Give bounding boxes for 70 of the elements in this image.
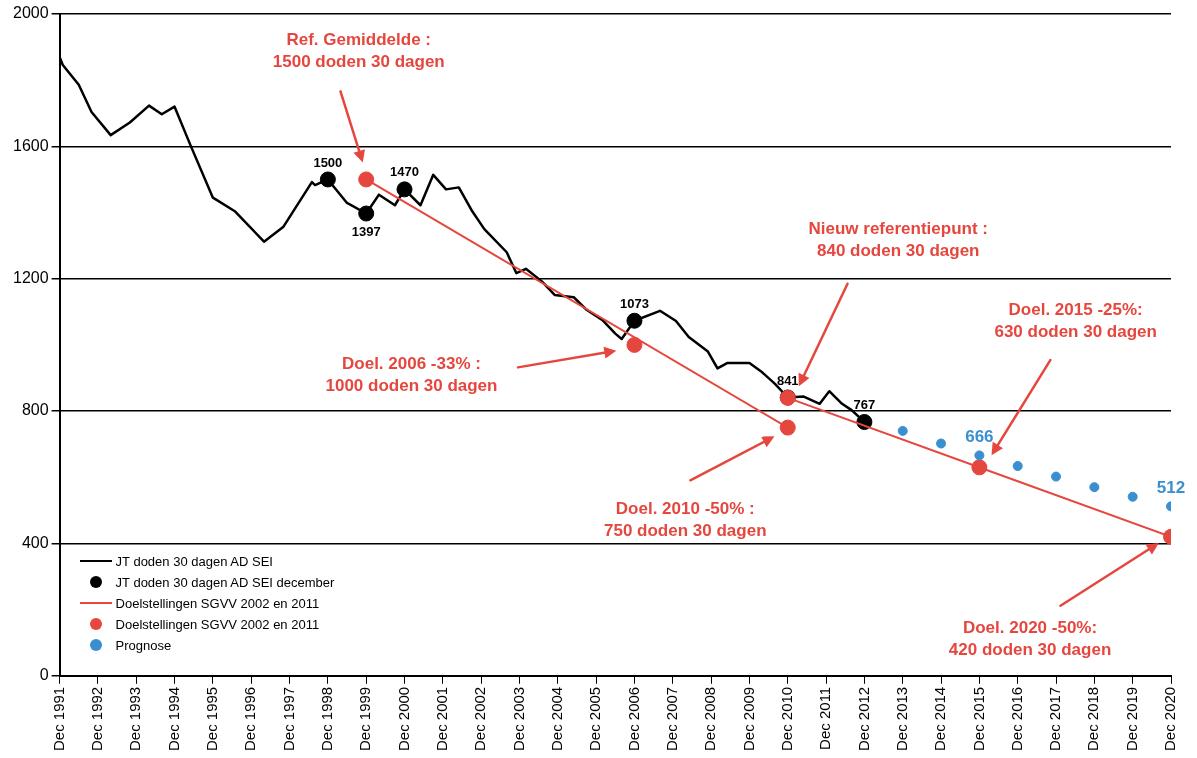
- data-label: 512: [1156, 477, 1186, 497]
- data-label: 767: [853, 397, 876, 413]
- annotation: Doel. 2010 -50% : 750 doden 30 dagen: [604, 498, 767, 540]
- annotation: Doel. 2020 -50%: 420 doden 30 dagen: [948, 617, 1112, 659]
- annotation: Doel. 2015 -25%: 630 doden 30 dagen: [994, 300, 1157, 342]
- x-tick-label: Dec 2018: [1084, 686, 1102, 752]
- annotation: Nieuw referentiepunt : 840 doden 30 dagen: [808, 218, 988, 260]
- x-tick-label: Dec 2017: [1046, 686, 1064, 752]
- y-tick-label: 0: [39, 666, 49, 684]
- x-tick-label: Dec 2013: [892, 686, 910, 752]
- point: [971, 459, 988, 476]
- x-tick-label: Dec 2004: [547, 686, 565, 752]
- y-tick-label: 1200: [13, 269, 49, 287]
- data-label: 841: [776, 372, 799, 388]
- legend-label: Prognose: [115, 636, 172, 655]
- x-tick-label: Dec 2007: [662, 686, 680, 752]
- x-tick-label: Dec 2014: [931, 686, 949, 752]
- y-tick-label: 2000: [13, 4, 49, 22]
- data-label: 1470: [390, 164, 419, 180]
- x-tick-label: Dec 2006: [624, 686, 642, 752]
- data-label: 1500: [313, 154, 343, 170]
- legend-label: JT doden 30 dagen AD SEI: [115, 552, 273, 571]
- annotation: Doel. 2006 -33% : 1000 doden 30 dagen: [325, 354, 498, 396]
- point: [626, 336, 643, 353]
- x-tick-label: Dec 2010: [777, 686, 795, 752]
- x-tick-label: Dec 2015: [969, 686, 987, 752]
- y-tick-label: 800: [21, 401, 49, 419]
- data-label: 1073: [620, 295, 649, 311]
- x-tick-label: Dec 1997: [279, 686, 297, 752]
- x-tick-label: Dec 1995: [203, 686, 221, 752]
- point: [1051, 471, 1062, 482]
- x-tick-label: Dec 2011: [816, 686, 834, 750]
- point: [358, 171, 375, 188]
- x-tick-label: Dec 2012: [854, 686, 872, 752]
- point: [319, 171, 336, 188]
- point: [1127, 491, 1138, 502]
- x-tick-label: Dec 1993: [126, 686, 144, 752]
- x-tick-label: Dec 2008: [701, 686, 719, 752]
- point: [626, 312, 643, 329]
- x-tick-label: Dec 2020: [1161, 686, 1179, 752]
- x-tick-label: Dec 2009: [739, 686, 757, 752]
- data-label: 666: [965, 426, 994, 446]
- annotation: Ref. Gemiddelde : 1500 doden 30 dagen: [272, 30, 445, 72]
- point: [936, 438, 947, 449]
- x-tick-label: Dec 2000: [394, 686, 412, 752]
- y-tick-label: 1600: [13, 136, 49, 154]
- x-tick-label: Dec 1991: [49, 686, 67, 752]
- point: [396, 181, 413, 198]
- x-tick-label: Dec 1994: [164, 686, 182, 752]
- x-tick-label: Dec 2019: [1122, 686, 1140, 752]
- point: [779, 419, 796, 436]
- x-tick-label: Dec 1998: [318, 686, 335, 752]
- x-tick-label: Dec 1999: [356, 686, 374, 752]
- x-tick-label: Dec 2003: [509, 686, 527, 752]
- point: [1089, 482, 1100, 493]
- x-tick-label: Dec 2005: [586, 686, 604, 752]
- x-tick-label: Dec 2001: [432, 686, 450, 752]
- x-tick-label: Dec 1992: [88, 686, 106, 752]
- x-tick-label: Dec 2016: [1007, 686, 1025, 752]
- x-tick-label: Dec 2002: [471, 686, 489, 752]
- y-tick-label: 400: [21, 533, 49, 551]
- data-label: 1397: [351, 223, 381, 239]
- legend-label: Doelstellingen SGVV 2002 en 2011: [115, 615, 320, 634]
- legend-label: JT doden 30 dagen AD SEI december: [115, 573, 335, 592]
- x-tick-label: Dec 1996: [241, 686, 259, 752]
- point: [1012, 461, 1023, 471]
- point: [974, 450, 985, 461]
- point: [897, 425, 908, 436]
- legend-label: Doelstellingen SGVV 2002 en 2011: [115, 594, 320, 613]
- point: [358, 205, 375, 222]
